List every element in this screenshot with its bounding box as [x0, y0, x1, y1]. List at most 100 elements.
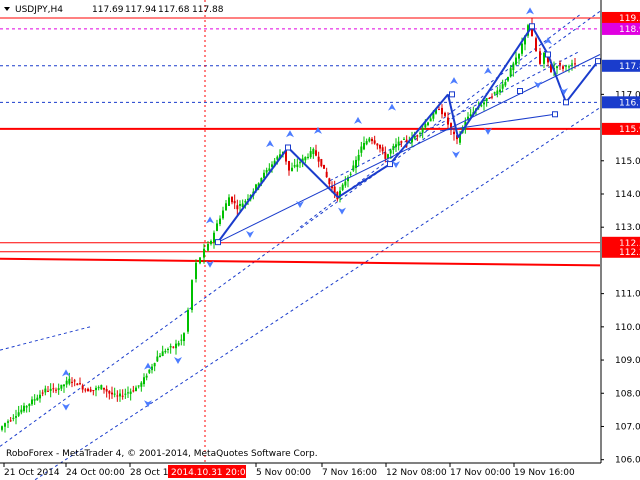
- candle-body: [219, 218, 221, 225]
- price-tag-label: 117.86: [619, 62, 640, 72]
- candle-body: [273, 160, 276, 166]
- candle-body: [108, 390, 111, 394]
- fractal-down-arrow-icon: [560, 88, 568, 96]
- candle-body: [92, 390, 95, 392]
- wave-point-marker[interactable]: [387, 161, 393, 168]
- candle-body: [485, 98, 488, 102]
- chart-symbol: USDJPY,H4: [15, 5, 63, 15]
- candle-body: [419, 132, 421, 134]
- candle-body: [263, 172, 265, 179]
- candle-body: [187, 309, 189, 332]
- symbol-dropdown-icon[interactable]: [4, 7, 10, 11]
- candle-body: [213, 232, 215, 243]
- candle-body: [39, 394, 41, 399]
- fractal-down-arrow-icon: [296, 200, 304, 208]
- candle-body: [387, 154, 389, 159]
- candle-body: [421, 128, 424, 133]
- candle-body: [341, 184, 344, 190]
- wave-forecast-line: [447, 94, 459, 138]
- candle-body: [28, 403, 31, 407]
- fractal-down-arrow-icon: [144, 400, 152, 408]
- candle-body: [135, 387, 137, 392]
- price-tag: [602, 96, 640, 109]
- candle-body: [444, 112, 446, 116]
- candle-body: [9, 420, 12, 422]
- candle-body: [111, 392, 113, 395]
- candle-body: [317, 156, 320, 162]
- candle-body: [411, 137, 413, 143]
- candle-body: [304, 156, 307, 161]
- candle-body: [483, 102, 485, 105]
- wave-point-marker[interactable]: [285, 144, 291, 151]
- candle-body: [291, 167, 293, 172]
- candle-body: [169, 346, 172, 348]
- wave-point-marker[interactable]: [449, 91, 455, 98]
- wave-forecast-line: [531, 25, 549, 55]
- candle-body: [207, 244, 209, 251]
- candle-body: [76, 383, 79, 386]
- fractal-down-arrow-icon: [392, 161, 400, 169]
- candle-body: [293, 165, 296, 167]
- candle-body: [52, 388, 55, 390]
- candle-body: [365, 141, 368, 145]
- candle-body: [167, 349, 169, 351]
- wave-point-marker[interactable]: [517, 88, 523, 95]
- candle-body: [87, 388, 89, 392]
- candle-body: [296, 164, 299, 168]
- candle-body: [44, 388, 47, 393]
- candle-body: [271, 164, 273, 167]
- candle-body: [113, 393, 116, 395]
- candle-body: [161, 351, 164, 356]
- candle-body: [255, 184, 257, 191]
- price-tag-label: 116.76: [619, 98, 640, 108]
- candle-body: [228, 197, 230, 206]
- wave-point-marker[interactable]: [563, 99, 569, 106]
- candle-body: [203, 248, 205, 258]
- time-tick-label: 24 Oct 00:00: [66, 468, 125, 478]
- wave-point-marker[interactable]: [215, 239, 221, 246]
- price-tick-label: 107.00: [615, 422, 640, 432]
- candle-body: [397, 141, 400, 146]
- candle-body: [527, 25, 529, 36]
- candle-body: [307, 156, 309, 158]
- candle-body: [438, 109, 440, 111]
- fractal-up-arrow-icon: [266, 140, 274, 148]
- candle-body: [63, 384, 65, 387]
- candle-body: [140, 382, 143, 387]
- candle-body: [153, 363, 156, 367]
- candle-body: [121, 395, 124, 397]
- candle-body: [145, 375, 148, 378]
- wave-point-marker[interactable]: [545, 51, 551, 58]
- candle-body: [467, 116, 469, 120]
- candle-body: [328, 178, 331, 185]
- candle-body: [547, 53, 549, 63]
- price-tag: [602, 22, 640, 35]
- wave-forecast-line: [565, 60, 599, 103]
- wave-point-marker[interactable]: [529, 23, 535, 30]
- fractal-up-arrow-icon: [62, 369, 70, 377]
- candle-body: [137, 385, 140, 387]
- fractal-up-arrow-icon: [544, 37, 552, 45]
- candle-body: [424, 124, 427, 128]
- candle-body: [164, 350, 167, 353]
- fractal-down-arrow-icon: [484, 127, 492, 135]
- wave-point-marker[interactable]: [552, 111, 558, 118]
- candle-body: [403, 138, 405, 140]
- candle-body: [180, 339, 183, 341]
- candle-body: [408, 141, 411, 143]
- candle-body: [231, 196, 233, 203]
- candle-body: [392, 146, 395, 150]
- candle-body: [352, 165, 355, 171]
- candle-body: [435, 109, 437, 114]
- fractal-up-arrow-icon: [144, 362, 152, 370]
- candle-body: [84, 389, 87, 391]
- candle-body: [333, 186, 336, 194]
- wave-point-marker[interactable]: [595, 58, 601, 65]
- price-tick-label: 114.00: [615, 190, 640, 200]
- candle-body: [400, 141, 403, 143]
- wave-forecast-line: [389, 93, 449, 165]
- fractal-down-arrow-icon: [452, 151, 460, 159]
- candle-body: [416, 135, 419, 137]
- ohlc-open: 117.69: [92, 5, 124, 15]
